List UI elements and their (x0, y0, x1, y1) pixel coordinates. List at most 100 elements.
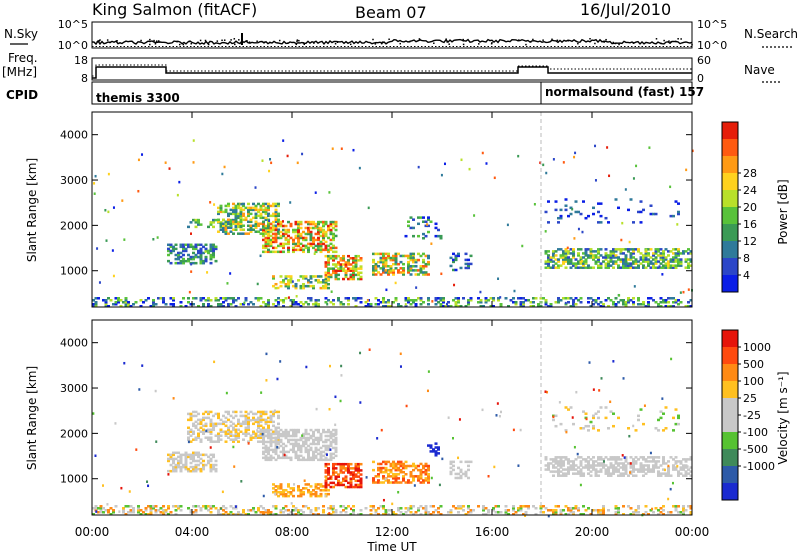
velocity-cell (434, 454, 438, 457)
velocity-cell (312, 430, 315, 434)
velocity-cell (194, 420, 198, 424)
power-cell (344, 275, 348, 279)
power-cell (307, 281, 310, 284)
velocity-cell (282, 489, 285, 492)
velocity-cell (189, 434, 193, 437)
power-cell (247, 210, 250, 214)
velocity-cell (289, 487, 293, 490)
power-cell (347, 263, 350, 266)
power-cell (297, 234, 300, 238)
power-cell (267, 234, 270, 238)
power-cell (521, 244, 524, 248)
power-cell (199, 249, 203, 253)
power-cell (564, 254, 568, 257)
velocity-cell (262, 507, 265, 510)
power-cell (227, 305, 230, 308)
velocity-cell (657, 429, 660, 432)
power-cell (176, 193, 179, 197)
power-cell (272, 275, 275, 278)
velocity-cell (274, 489, 278, 492)
power-cell (129, 305, 133, 308)
power-cell (557, 299, 560, 302)
power-cell (564, 208, 568, 212)
power-cell (192, 261, 195, 265)
velocity-cell (272, 450, 275, 454)
velocity-cell (187, 467, 190, 471)
power-cell (557, 266, 560, 269)
velocity-cell (302, 434, 305, 438)
velocity-cell (232, 410, 235, 414)
velocity-cell (247, 432, 250, 436)
velocity-cell (99, 507, 103, 510)
noise-point (155, 40, 158, 42)
velocity-cell (404, 464, 408, 468)
power-cell (552, 260, 555, 263)
power-cell (104, 303, 108, 306)
power-cell (612, 254, 615, 257)
velocity-cell (267, 509, 270, 512)
velocity-cell (623, 456, 626, 459)
power-cell (234, 206, 238, 210)
velocity-cell (334, 454, 338, 458)
velocity-cell (462, 505, 465, 508)
velocity-cell (305, 365, 308, 369)
power-cell (299, 284, 303, 288)
velocity-cell (334, 475, 338, 478)
velocity-cell (269, 418, 273, 422)
power-cell (334, 273, 338, 277)
velocity-cell (597, 470, 600, 473)
power-cell (132, 303, 135, 306)
power-cell (237, 297, 240, 300)
velocity-cell (664, 427, 668, 430)
power-cell (289, 222, 293, 226)
velocity-cell (167, 507, 170, 510)
noise-point (660, 42, 662, 45)
power-cell (549, 266, 553, 269)
power-cell (269, 228, 273, 231)
power-cell (669, 264, 673, 267)
power-cell (272, 224, 275, 228)
power-cell (347, 259, 350, 262)
velocity-cell (309, 511, 313, 514)
velocity-cell (299, 438, 303, 442)
velocity-cell (184, 463, 188, 467)
power-cell (229, 222, 233, 226)
velocity-cell (389, 468, 393, 472)
power-cell (329, 301, 333, 304)
noise-point (96, 41, 99, 43)
power-cell (672, 297, 675, 300)
velocity-cell (199, 467, 203, 471)
power-cell (234, 225, 238, 229)
power-cell (402, 262, 405, 266)
power-cell (294, 230, 298, 234)
power-cell (443, 162, 446, 166)
velocity-cell (327, 477, 330, 480)
velocity-cell (412, 505, 415, 508)
velocity-cell (274, 438, 278, 442)
power-cell (227, 222, 230, 226)
velocity-cell (199, 469, 203, 473)
power-cell (334, 265, 338, 268)
power-cell (234, 299, 238, 302)
velocity-cell (574, 468, 578, 471)
velocity-cell (132, 509, 135, 512)
power-cell (642, 260, 645, 263)
power-cell (554, 258, 558, 261)
power-cell (484, 301, 488, 304)
velocity-cell (307, 436, 310, 440)
velocity-cell (662, 456, 665, 459)
velocity-cell (487, 474, 490, 478)
velocity-cell (317, 452, 320, 456)
velocity-cell (284, 489, 288, 492)
power-cell (609, 250, 613, 253)
power-cell (282, 301, 285, 304)
velocity-cell (339, 462, 343, 466)
velocity-cell (592, 468, 595, 471)
power-cell (337, 299, 340, 302)
power-cell (354, 254, 358, 258)
power-cell (327, 257, 330, 260)
velocity-cell (634, 462, 638, 465)
power-cell (179, 245, 183, 249)
velocity-cell (118, 510, 121, 513)
power-cell (627, 250, 630, 253)
